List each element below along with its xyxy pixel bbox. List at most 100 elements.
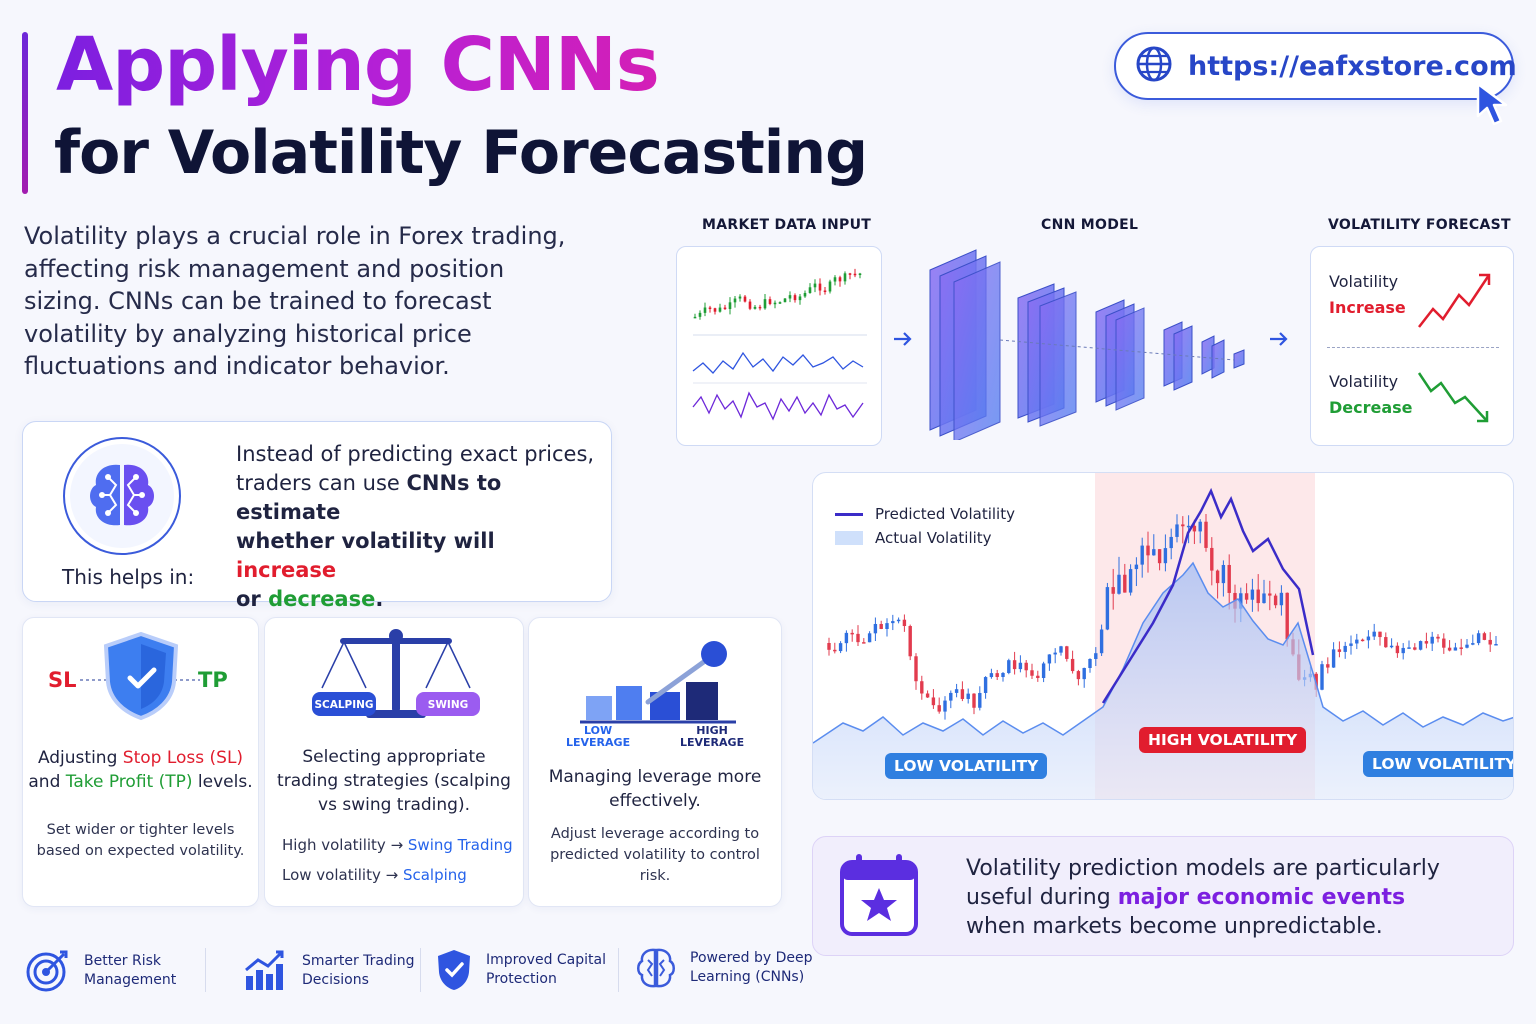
volatility-chart-panel: Predicted Volatility Actual Volatility L… bbox=[812, 472, 1514, 800]
candle-body bbox=[793, 295, 797, 301]
feature-2-line1: Smarter Trading bbox=[302, 953, 415, 969]
shield-check-icon bbox=[438, 950, 470, 990]
candle-body bbox=[978, 692, 982, 708]
candle-body bbox=[1169, 536, 1173, 549]
candle-body bbox=[1018, 662, 1023, 670]
candle-body bbox=[1094, 653, 1098, 660]
candle-body bbox=[748, 301, 752, 309]
candle-body bbox=[1256, 589, 1260, 604]
predicted-volatility-line bbox=[1101, 487, 1315, 704]
candle-body bbox=[718, 307, 722, 312]
low-leverage-label: LOW LEVERAGE bbox=[566, 725, 630, 749]
pipeline-input-title: MARKET DATA INPUT bbox=[702, 217, 872, 233]
scale-left-label: SCALPING bbox=[314, 699, 373, 711]
candle-body bbox=[1430, 636, 1434, 644]
pipeline-model-title: CNN MODEL bbox=[1041, 217, 1139, 233]
arrow-right-icon bbox=[1270, 332, 1288, 346]
brain-outline-icon bbox=[637, 948, 675, 988]
candle-body bbox=[960, 689, 965, 699]
candle-body bbox=[1418, 641, 1423, 650]
forecast-increase-word: Volatility bbox=[1329, 272, 1399, 291]
candle-body bbox=[902, 619, 907, 627]
candle-body bbox=[1384, 637, 1388, 648]
candle-body bbox=[773, 302, 777, 305]
candle-body bbox=[1082, 667, 1086, 680]
forecast-divider bbox=[1327, 347, 1499, 348]
candle-body bbox=[1065, 646, 1069, 659]
candle-body bbox=[1181, 524, 1185, 527]
tp-tag: TP bbox=[198, 668, 228, 692]
candle-body bbox=[1447, 647, 1452, 651]
candle-body bbox=[1279, 592, 1284, 606]
candle-body bbox=[1128, 569, 1133, 593]
candle-body bbox=[1494, 644, 1498, 646]
balance-scale-icon: SCALPING SWING bbox=[312, 629, 480, 718]
candle-body bbox=[1012, 660, 1017, 670]
candle-body bbox=[1146, 545, 1150, 556]
candle-body bbox=[1337, 649, 1342, 652]
market-data-mini-charts bbox=[692, 268, 867, 421]
market-data-input-panel bbox=[676, 246, 882, 446]
candle-body bbox=[743, 296, 747, 302]
candle-body bbox=[862, 642, 866, 644]
insight-text: Instead of predicting exact prices, trad… bbox=[236, 440, 596, 614]
candle-body bbox=[838, 643, 843, 652]
insight-line-b-pre: traders can use bbox=[236, 471, 407, 495]
candle-body bbox=[1192, 525, 1197, 532]
low-volatility-badge-right: LOW VOLATILITY bbox=[1363, 751, 1513, 777]
insight-increase: increase bbox=[236, 558, 337, 582]
candle-body bbox=[798, 296, 802, 301]
high-leverage-label: HIGH LEVERAGE bbox=[680, 725, 744, 749]
candle-body bbox=[1488, 639, 1492, 645]
candle-body bbox=[856, 633, 860, 643]
bar-chart-icon bbox=[245, 950, 284, 990]
feature-trading-decisions: Smarter Trading Decisions bbox=[242, 948, 415, 994]
candle-body bbox=[972, 693, 976, 708]
candle-body bbox=[843, 273, 847, 282]
candle-body bbox=[1244, 593, 1249, 600]
candle-body bbox=[1036, 675, 1040, 679]
candle-body bbox=[1007, 660, 1011, 673]
candle-body bbox=[823, 290, 827, 293]
candle-body bbox=[1250, 589, 1255, 600]
candle-body bbox=[1465, 644, 1469, 648]
candle-body bbox=[850, 632, 854, 635]
high-volatility-badge: HIGH VOLATILITY bbox=[1139, 727, 1307, 753]
arrow-right-icon bbox=[894, 332, 912, 346]
candle-body bbox=[1140, 545, 1144, 565]
candle-body bbox=[1360, 639, 1365, 642]
scale-right-label: SWING bbox=[428, 699, 468, 711]
legend-actual: Actual Volatility bbox=[835, 529, 1015, 547]
candle-body bbox=[698, 312, 702, 317]
candle-body bbox=[848, 273, 852, 275]
candle-body bbox=[1436, 636, 1440, 639]
legend-actual-swatch bbox=[835, 531, 863, 545]
candle-body bbox=[1331, 649, 1336, 668]
candle-body bbox=[1030, 670, 1034, 676]
economic-events-text: Volatility prediction models are particu… bbox=[966, 854, 1486, 941]
candle-body bbox=[1210, 547, 1214, 571]
legend-actual-label: Actual Volatility bbox=[875, 529, 992, 547]
candle-body bbox=[1395, 645, 1400, 654]
candle-body bbox=[879, 623, 883, 629]
strategy-rows: High volatility → Swing Trading Low vola… bbox=[282, 830, 513, 890]
candle-body bbox=[1134, 564, 1139, 570]
candle-body bbox=[1076, 671, 1081, 680]
candle-body bbox=[788, 295, 792, 299]
forecast-decrease-word: Volatility bbox=[1329, 372, 1399, 391]
sl-title-sl: Stop Loss (SL) bbox=[122, 748, 244, 768]
feature-divider bbox=[618, 948, 619, 992]
candle-body bbox=[1198, 521, 1202, 532]
candle-body bbox=[1401, 647, 1405, 654]
candle-body bbox=[833, 649, 837, 652]
candle-body bbox=[1152, 549, 1156, 556]
website-link[interactable]: https://eafxstore.com bbox=[1114, 32, 1517, 100]
leverage-card-note: Adjust leverage according to predicted v… bbox=[550, 826, 760, 884]
candle-body bbox=[1268, 593, 1272, 596]
candle-body bbox=[833, 277, 837, 282]
candle-body bbox=[983, 677, 988, 693]
forecast-increase-value: Increase bbox=[1329, 298, 1406, 317]
candle-body bbox=[1366, 636, 1371, 641]
candle-body bbox=[778, 302, 782, 304]
candle-body bbox=[1442, 638, 1446, 648]
